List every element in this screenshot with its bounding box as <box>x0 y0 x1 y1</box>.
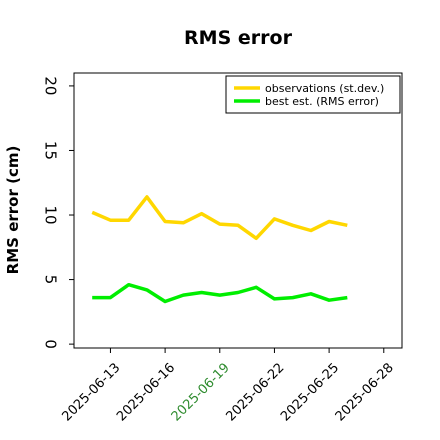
x-axis: 2025-06-132025-06-162025-06-192025-06-22… <box>59 348 397 424</box>
legend-box <box>225 75 401 114</box>
legend-label-observations: observations (st.dev.) <box>265 82 384 95</box>
y-axis-label: RMS error (cm) <box>4 146 22 275</box>
y-axis: 0 5 10 15 20 <box>42 76 74 349</box>
y-tick-label: 5 <box>42 275 60 285</box>
y-tick-label: 0 <box>42 339 60 349</box>
y-tick-label: 15 <box>42 141 60 160</box>
series-group <box>91 195 348 304</box>
y-tick-label: 20 <box>42 76 60 95</box>
chart-title: RMS error <box>184 27 293 49</box>
series-line-observations <box>91 195 348 241</box>
legend-label-best-estimate: best est. (RMS error) <box>265 95 379 108</box>
y-tick-label: 10 <box>42 205 60 224</box>
plot-area-frame <box>73 72 403 349</box>
series-line-best-estimate <box>92 282 348 304</box>
x-tick-label: 2025-06-28 <box>333 360 397 424</box>
legend: observations (st.dev.) best est. (RMS er… <box>225 75 401 114</box>
